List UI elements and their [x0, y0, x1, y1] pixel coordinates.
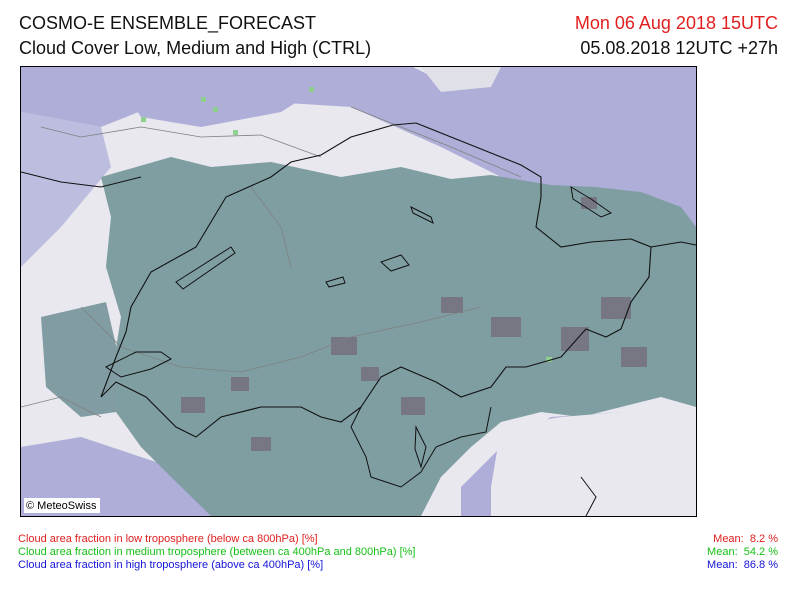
mean-value: 86.8 % — [743, 559, 778, 571]
lake-lucerne — [380, 254, 410, 272]
map-canvas — [21, 67, 696, 516]
high-cloud-area-north — [121, 67, 321, 127]
mean-label: Mean: — [707, 546, 738, 558]
border-east — [650, 241, 696, 248]
dense-cloud-area-west — [41, 302, 121, 417]
init-time: 05.08.2018 12UTC +27h — [580, 38, 778, 58]
border-south — [350, 406, 492, 488]
country-border — [100, 122, 652, 438]
lake-geneva — [105, 351, 172, 378]
lake-maggiore — [414, 425, 427, 469]
legend-medium-label: Cloud area fraction in medium tropospher… — [18, 546, 416, 558]
cloud-cover-map: © MeteoSwiss — [20, 66, 697, 517]
legend-high-mean: Mean: 86.8 % — [707, 559, 778, 571]
medium-cloud-specks — [141, 87, 552, 362]
mean-value: 54.2 % — [743, 546, 778, 558]
dense-cloud-area — [101, 157, 696, 516]
rivers — [21, 106, 522, 418]
lake-thun — [325, 276, 346, 288]
border-north-west — [21, 171, 142, 188]
mean-label: Mean: — [707, 559, 738, 571]
mean-value: 8.2 % — [749, 533, 778, 545]
clear-sky-area-north — [421, 67, 501, 92]
copyright-label: © MeteoSwiss — [24, 498, 101, 513]
valid-time: Mon 06 Aug 2018 15UTC — [574, 13, 778, 33]
chart-title: COSMO-E ENSEMBLE_FORECAST — [19, 13, 317, 33]
legend-medium-mean: Mean: 54.2 % — [707, 546, 778, 558]
border-south-east — [580, 476, 597, 516]
high-cloud-area — [21, 67, 696, 516]
clear-sky-area — [491, 412, 696, 516]
legend-low-mean: Mean: 8.2 % — [713, 533, 778, 545]
chart-subtitle: Cloud Cover Low, Medium and High (CTRL) — [19, 38, 372, 58]
legend-high-label: Cloud area fraction in high troposphere … — [18, 559, 324, 571]
lake-constance — [570, 186, 613, 218]
lake-neuchatel — [175, 246, 236, 290]
legend-low-label: Cloud area fraction in low troposphere (… — [18, 533, 318, 545]
lake-zurich — [410, 206, 434, 224]
high-cloud-area-west — [21, 112, 111, 267]
mean-label: Mean: — [713, 533, 744, 545]
lakes — [105, 186, 613, 469]
